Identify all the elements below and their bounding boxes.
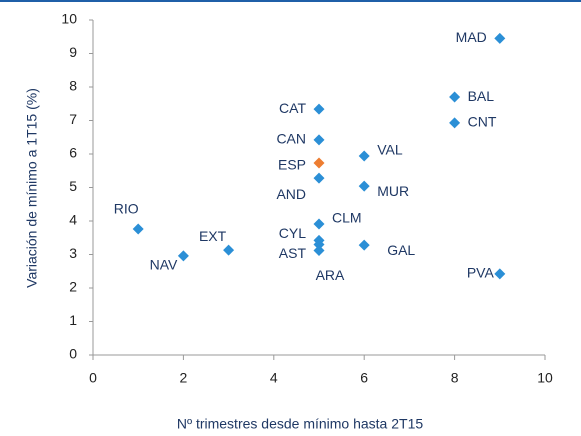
point-label: EXT (199, 228, 227, 244)
x-tick-label: 4 (270, 370, 278, 386)
y-tick-label: 6 (69, 145, 77, 161)
point-label: CLM (332, 210, 362, 226)
point (313, 172, 325, 184)
y-tick-label: 9 (69, 44, 77, 60)
point-label: GAL (387, 242, 415, 258)
x-tick-label: 2 (180, 370, 188, 386)
point (223, 244, 235, 256)
point-label: CAN (276, 131, 306, 147)
x-tick-label: 10 (537, 370, 553, 386)
point-label: PVA (467, 265, 495, 281)
point-label: ARA (316, 267, 345, 283)
point (358, 150, 370, 162)
point-label: CNT (468, 114, 497, 130)
point (177, 250, 189, 262)
x-tick-label: 8 (451, 370, 459, 386)
point (313, 238, 325, 250)
y-tick-label: 5 (69, 178, 77, 194)
x-axis-title: Nº trimestres desde mínimo hasta 2T15 (177, 416, 424, 432)
point-label: ESP (278, 157, 306, 173)
y-tick-label: 10 (61, 11, 77, 27)
point-label: CAT (279, 100, 306, 116)
point-label: NAV (150, 257, 178, 273)
point (132, 223, 144, 235)
y-tick-label: 7 (69, 111, 77, 127)
point (449, 91, 461, 103)
point-label: VAL (377, 142, 403, 158)
point (313, 157, 325, 169)
point (313, 103, 325, 115)
point (494, 268, 506, 280)
y-tick-label: 8 (69, 78, 77, 94)
point (358, 180, 370, 192)
point-label: CYL (279, 225, 306, 241)
point-label: AND (276, 186, 306, 202)
y-tick-label: 0 (69, 346, 77, 362)
y-tick-label: 3 (69, 245, 77, 261)
point (313, 134, 325, 146)
x-tick-label: 0 (89, 370, 97, 386)
point (449, 117, 461, 129)
y-tick-label: 2 (69, 279, 77, 295)
point-label: AST (279, 245, 307, 261)
point-label: BAL (468, 88, 495, 104)
point (358, 239, 370, 251)
x-tick-label: 6 (360, 370, 368, 386)
y-axis-title: Variación de mínimo a 1T15 (%) (24, 88, 40, 288)
y-tick-label: 4 (69, 212, 77, 228)
point (313, 218, 325, 230)
point-label: MUR (377, 183, 409, 199)
point (313, 244, 325, 256)
point-label: MAD (456, 29, 487, 45)
y-tick-label: 1 (69, 312, 77, 328)
point (494, 32, 506, 44)
point-label: RIO (114, 201, 139, 217)
